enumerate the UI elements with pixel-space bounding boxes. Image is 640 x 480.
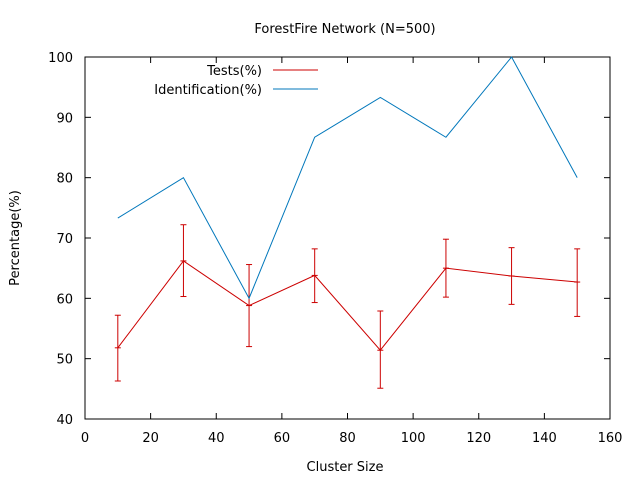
y-axis-label: Percentage(%): [8, 190, 23, 286]
legend-label: Identification(%): [154, 83, 262, 98]
y-tick-label: 70: [56, 232, 73, 247]
series-layer: [114, 56, 581, 389]
legend: Tests(%) Identification(%): [154, 64, 318, 98]
y-axis: 40 50 60 70 80 90 100: [48, 51, 610, 428]
chart-title: ForestFire Network (N=500): [254, 22, 435, 37]
x-tick-label: 160: [598, 431, 623, 446]
x-tick-label: 60: [274, 431, 291, 446]
x-tick-label: 100: [401, 431, 426, 446]
x-tick-label: 40: [208, 431, 225, 446]
y-tick-label: 60: [56, 292, 73, 307]
x-axis: 0 20 40 60 80 100 120 140 160: [81, 57, 623, 446]
x-tick-label: 80: [339, 431, 356, 446]
y-tick-label: 40: [56, 413, 73, 428]
y-tick-label: 90: [56, 111, 73, 126]
y-tick-label: 100: [48, 51, 73, 66]
x-tick-label: 140: [532, 431, 557, 446]
x-tick-label: 0: [81, 431, 89, 446]
identification-series-line: [117, 56, 578, 300]
tests-series-line: [117, 260, 578, 351]
y-tick-label: 50: [56, 353, 73, 368]
x-tick-label: 120: [466, 431, 491, 446]
plot-frame: [84, 56, 611, 420]
x-axis-label: Cluster Size: [307, 460, 384, 475]
legend-label: Tests(%): [206, 64, 262, 79]
y-tick-label: 80: [56, 172, 73, 187]
x-tick-label: 20: [142, 431, 159, 446]
